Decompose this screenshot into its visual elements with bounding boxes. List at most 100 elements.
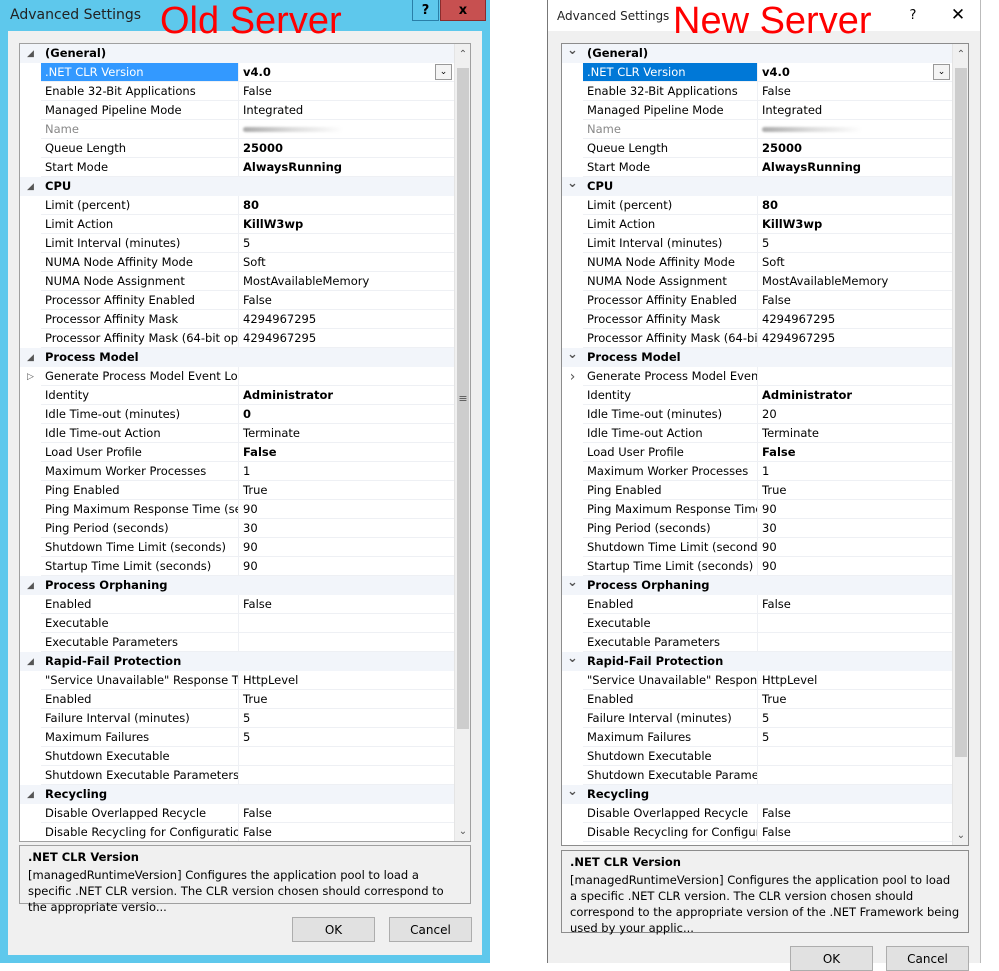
property-row[interactable]: Managed Pipeline Mode Integrated	[20, 101, 454, 120]
property-row[interactable]: Processor Affinity Mask 4294967295	[20, 310, 454, 329]
property-row[interactable]: Limit Action KillW3wp	[20, 215, 454, 234]
property-value[interactable]: 90	[238, 500, 454, 519]
close-button[interactable]: ✕	[950, 5, 966, 25]
property-row[interactable]: Identity Administrator	[20, 386, 454, 405]
property-row[interactable]: Maximum Failures 5	[562, 728, 952, 747]
property-value[interactable]: 0	[238, 405, 454, 424]
property-value[interactable]: False	[238, 443, 454, 462]
property-value[interactable]: 90	[757, 500, 952, 519]
property-value[interactable]	[238, 747, 454, 766]
property-value[interactable]: True	[238, 481, 454, 500]
ok-button[interactable]: OK	[292, 917, 375, 942]
property-row[interactable]: Ping Period (seconds) 30	[20, 519, 454, 538]
collapse-arrow-icon[interactable]: ⌄	[567, 575, 578, 590]
section-header[interactable]: ◢ Recycling	[20, 785, 454, 804]
property-value[interactable]: 80	[757, 196, 952, 215]
property-row[interactable]: Enabled False	[562, 595, 952, 614]
property-row[interactable]: Maximum Failures 5	[20, 728, 454, 747]
property-row[interactable]: Ping Period (seconds) 30	[562, 519, 952, 538]
property-value[interactable]: KillW3wp	[757, 215, 952, 234]
property-value[interactable]: False	[757, 291, 952, 310]
property-value[interactable]: v4.0	[757, 63, 952, 82]
property-row[interactable]: Idle Time-out Action Terminate	[562, 424, 952, 443]
property-value[interactable]: HttpLevel	[238, 671, 454, 690]
property-row[interactable]: Enabled True	[20, 690, 454, 709]
property-row[interactable]: Executable Parameters	[562, 633, 952, 652]
property-value[interactable]: 80	[238, 196, 454, 215]
vertical-scrollbar[interactable]: ⌃ ⌄	[952, 44, 968, 845]
property-value[interactable]: 4294967295	[757, 310, 952, 329]
section-header[interactable]: ⌄ Process Orphaning	[562, 575, 952, 595]
property-value[interactable]: False	[238, 804, 454, 823]
cancel-button[interactable]: Cancel	[886, 946, 969, 971]
property-row[interactable]: Enable 32-Bit Applications False	[20, 82, 454, 101]
property-row[interactable]: Maximum Worker Processes 1	[562, 462, 952, 481]
dropdown-chevron-icon[interactable]: ⌄	[933, 64, 950, 80]
collapse-arrow-icon[interactable]: ◢	[27, 352, 34, 363]
property-value[interactable]: False	[757, 804, 952, 823]
property-value[interactable]: False	[757, 823, 952, 842]
property-row[interactable]: Queue Length 25000	[20, 139, 454, 158]
property-row[interactable]: Shutdown Executable Parameter	[562, 766, 952, 785]
scroll-up-arrow-icon[interactable]: ⌃	[458, 48, 468, 60]
property-value[interactable]	[757, 367, 952, 386]
property-row[interactable]: Start Mode AlwaysRunning	[20, 158, 454, 177]
property-value[interactable]	[757, 747, 952, 766]
property-row[interactable]: Maximum Worker Processes 1	[20, 462, 454, 481]
property-row[interactable]: Ping Maximum Response Time (90	[562, 500, 952, 519]
collapse-arrow-icon[interactable]: ◢	[27, 656, 34, 667]
property-value[interactable]: MostAvailableMemory	[238, 272, 454, 291]
property-row[interactable]: Managed Pipeline Mode Integrated	[562, 101, 952, 120]
property-row[interactable]: Limit Action KillW3wp	[562, 215, 952, 234]
property-value[interactable]: Integrated	[238, 101, 454, 120]
property-row[interactable]: Failure Interval (minutes) 5	[20, 709, 454, 728]
property-row[interactable]: Processor Affinity Mask (64-bit c 4294967…	[562, 329, 952, 348]
section-header[interactable]: ⌄ (General)	[562, 44, 952, 63]
property-row[interactable]: Idle Time-out (minutes) 0	[20, 405, 454, 424]
property-row[interactable]: Shutdown Executable	[562, 747, 952, 766]
property-value[interactable]: False	[757, 82, 952, 101]
property-value[interactable]	[238, 633, 454, 652]
property-value[interactable]: True	[757, 481, 952, 500]
property-value[interactable]: 25000	[757, 139, 952, 158]
property-value[interactable]: KillW3wp	[238, 215, 454, 234]
property-row[interactable]: NUMA Node Affinity Mode Soft	[562, 253, 952, 272]
property-value[interactable]: Terminate	[238, 424, 454, 443]
property-value[interactable]: False	[238, 823, 454, 841]
collapse-arrow-icon[interactable]: ⌄	[567, 176, 578, 191]
property-row[interactable]: NUMA Node Assignment MostAvailableMemory	[562, 272, 952, 291]
property-row[interactable]: Processor Affinity Enabled False	[562, 291, 952, 310]
collapse-arrow-icon[interactable]: ⌄	[567, 347, 578, 362]
scrollbar-thumb[interactable]	[955, 68, 967, 757]
property-row[interactable]: Shutdown Executable Parameters	[20, 766, 454, 785]
property-row[interactable]: Name	[20, 120, 454, 139]
property-row[interactable]: Ping Maximum Response Time (secc 90	[20, 500, 454, 519]
property-value[interactable]: False	[238, 82, 454, 101]
property-value[interactable]	[757, 120, 952, 139]
property-value[interactable]: False	[757, 595, 952, 614]
property-value[interactable]: 20	[757, 405, 952, 424]
section-header[interactable]: ◢ (General)	[20, 44, 454, 63]
property-row[interactable]: NUMA Node Assignment MostAvailableMemory	[20, 272, 454, 291]
property-value[interactable]: True	[238, 690, 454, 709]
expand-arrow-icon[interactable]: ▷	[27, 371, 34, 382]
property-value[interactable]: Terminate	[757, 424, 952, 443]
property-row[interactable]: Failure Interval (minutes) 5	[562, 709, 952, 728]
property-value[interactable]: v4.0	[238, 63, 454, 82]
property-value[interactable]: Administrator	[238, 386, 454, 405]
property-value[interactable]: 5	[757, 709, 952, 728]
property-row[interactable]: Load User Profile False	[562, 443, 952, 462]
collapse-arrow-icon[interactable]: ◢	[27, 181, 34, 192]
property-value[interactable]: 4294967295	[238, 329, 454, 348]
collapse-arrow-icon[interactable]: ◢	[27, 789, 34, 800]
property-row[interactable]: Shutdown Time Limit (seconds) 90	[20, 538, 454, 557]
expand-arrow-icon[interactable]: ›	[569, 368, 576, 385]
property-value[interactable]: Integrated	[757, 101, 952, 120]
property-row[interactable]: Executable	[562, 614, 952, 633]
property-row[interactable]: Processor Affinity Mask (64-bit optic 429…	[20, 329, 454, 348]
scroll-down-arrow-icon[interactable]: ⌄	[458, 825, 468, 837]
property-row[interactable]: Disable Recycling for Configuration False	[20, 823, 454, 841]
property-value[interactable]: False	[238, 291, 454, 310]
property-value[interactable]: 90	[238, 538, 454, 557]
property-row[interactable]: Executable	[20, 614, 454, 633]
